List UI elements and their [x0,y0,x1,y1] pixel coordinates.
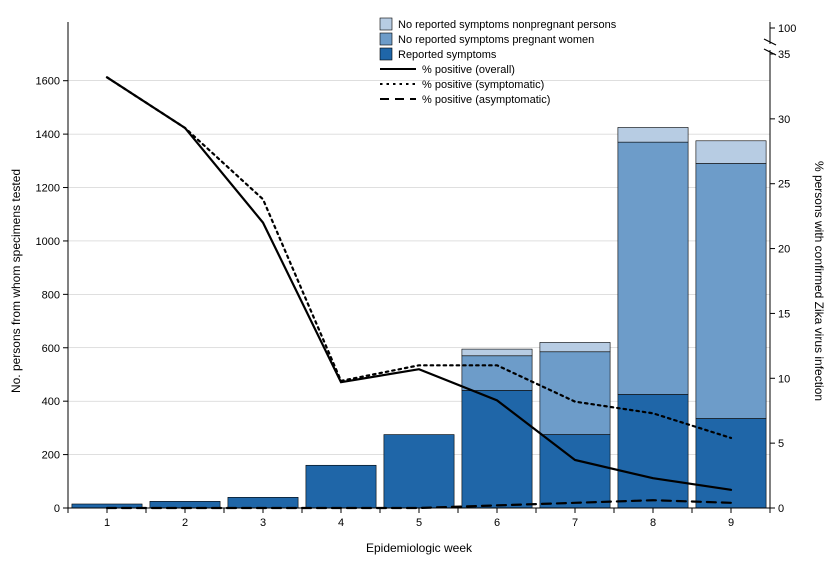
bar-segment [462,356,532,391]
y-right-tick-label: 15 [778,308,790,320]
x-tick-label: 2 [182,517,188,529]
legend-label: No reported symptoms pregnant women [398,34,594,46]
bar-segment [696,419,766,508]
bar-segment [618,127,688,142]
legend-swatch [380,48,392,60]
bar-segment [540,435,610,508]
y-left-axis-label: No. persons from whom specimens tested [9,169,23,393]
y-left-tick-label: 200 [42,450,60,462]
legend-label: Reported symptoms [398,49,497,61]
bar-segment [696,163,766,418]
x-axis-label: Epidemiologic week [366,541,473,555]
x-tick-label: 3 [260,517,266,529]
y-left-tick-label: 1000 [36,236,60,248]
y-right-tick-label: 10 [778,373,790,385]
bar-segment [462,390,532,508]
zika-chart: 1 2 3 4 5 6 7 8 9 0 200 400 600 800 1000 1200 1400 1600 0 5… [0,0,831,566]
bar-segment [618,142,688,394]
x-tick-label: 7 [572,517,578,529]
bar-segment [540,342,610,351]
legend-swatch [380,33,392,45]
x-tick-label: 4 [338,517,344,529]
y-left-tick-label: 1400 [36,129,60,141]
y-right-tick-label: 100 [778,23,796,35]
y-right-tick-label: 20 [778,244,790,256]
y-right-axis-label: % persons with confirmed Zika virus infe… [812,161,826,401]
x-tick-label: 8 [650,517,656,529]
y-left-tick-label: 1600 [36,76,60,88]
legend-label: % positive (asymptomatic) [422,94,550,106]
x-tick-label: 6 [494,517,500,529]
y-left-tick-label: 800 [42,289,60,301]
y-right-tick-label: 30 [778,114,790,126]
x-tick-label: 1 [104,517,110,529]
legend-label: % positive (overall) [422,64,515,76]
y-left-tick-label: 600 [42,343,60,355]
bar-segment [228,497,298,508]
bar-segment [618,395,688,509]
x-tick-label: 5 [416,517,422,529]
y-right-tick-label: 35 [778,49,790,61]
legend-label: % positive (symptomatic) [422,79,544,91]
y-left-tick-label: 1200 [36,183,60,195]
bar-segment [384,435,454,508]
chart-svg: 1 2 3 4 5 6 7 8 9 0 200 400 600 800 1000 1200 1400 1600 0 5… [0,0,831,566]
legend-swatch [380,18,392,30]
y-left-tick-label: 400 [42,396,60,408]
x-tick-label: 9 [728,517,734,529]
y-right-tick-label: 5 [778,438,784,450]
bar-segment [540,352,610,435]
legend-label: No reported symptoms nonpregnant persons [398,19,617,31]
y-left-tick-label: 0 [54,503,60,515]
y-right-tick-label: 0 [778,503,784,515]
y-right-tick-label: 25 [778,179,790,191]
bar-segment [696,141,766,164]
bar-segment [306,465,376,508]
bar-segment [462,349,532,356]
